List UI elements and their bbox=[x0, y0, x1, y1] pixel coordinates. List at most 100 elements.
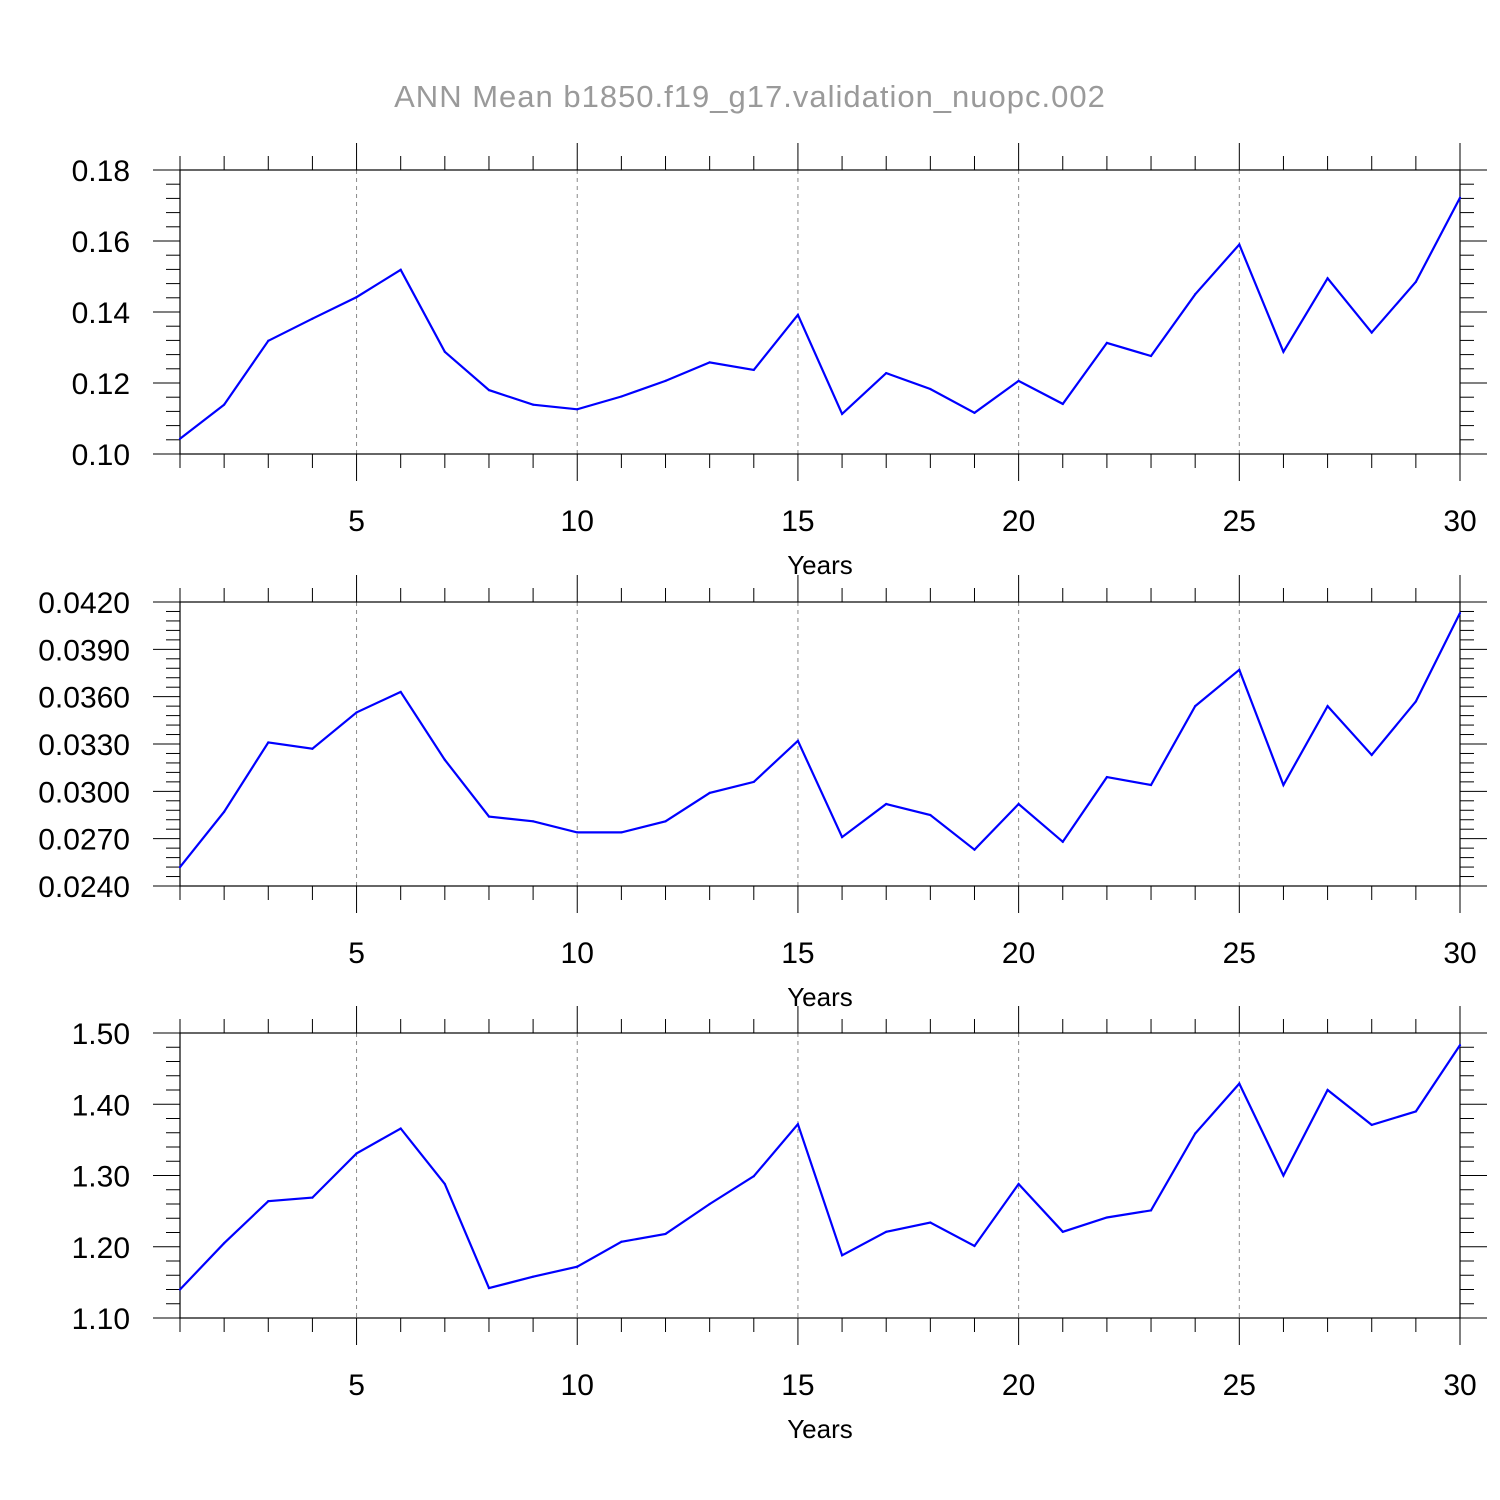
pac-ice-volume-point bbox=[1105, 341, 1108, 344]
pac-ice-volume-point bbox=[840, 412, 844, 415]
pac-ice-volume-point bbox=[796, 313, 800, 316]
pac-ice-area-point bbox=[1414, 1110, 1417, 1113]
pac-ice-area-point bbox=[840, 1254, 844, 1257]
pac-snow-volume-point bbox=[267, 741, 270, 744]
y-tick-label: 1.40 bbox=[72, 1089, 130, 1122]
pac-ice-volume-point bbox=[267, 339, 270, 342]
x-tick-label: 30 bbox=[1443, 505, 1476, 538]
pac-ice-volume-point bbox=[1326, 277, 1329, 280]
pac-snow-volume-point bbox=[1238, 668, 1241, 671]
x-axis-label: Years bbox=[787, 1414, 853, 1444]
pac-snow-volume-point bbox=[1282, 783, 1285, 787]
pac-ice-area-point bbox=[1238, 1082, 1241, 1085]
pac-ice-volume-point bbox=[708, 361, 711, 364]
plot-frame bbox=[179, 1032, 1461, 1319]
y-tick-label: 0.18 bbox=[72, 155, 130, 188]
pac-snow-volume-point bbox=[487, 815, 491, 818]
y-axis-label: Pac Ice Area 1012 m2 bbox=[16, 1055, 48, 1296]
pac-ice-area-point bbox=[178, 1288, 182, 1291]
pac-ice-volume-point bbox=[1017, 379, 1020, 382]
pac-ice-area-point bbox=[311, 1196, 314, 1199]
pac-ice-volume-point bbox=[1458, 196, 1462, 199]
y-tick-label: 0.0360 bbox=[38, 682, 130, 715]
pac-snow-volume-point bbox=[576, 831, 579, 834]
x-tick-label: 15 bbox=[781, 1369, 814, 1402]
pac-ice-area-point bbox=[1458, 1044, 1462, 1047]
y-tick-label: 0.0330 bbox=[38, 729, 130, 762]
x-tick-label: 5 bbox=[348, 1369, 365, 1402]
x-tick-label: 25 bbox=[1223, 937, 1256, 970]
x-tick-label: 10 bbox=[561, 505, 594, 538]
pac-snow-volume-point bbox=[178, 865, 182, 869]
pac-ice-area-point bbox=[223, 1242, 226, 1245]
y-tick-label: 1.10 bbox=[72, 1303, 130, 1336]
pac-ice-volume-point bbox=[973, 411, 976, 414]
y-tick-label: 0.12 bbox=[72, 368, 130, 401]
pac-snow-volume-point bbox=[355, 711, 358, 714]
pac-ice-area-point bbox=[1105, 1216, 1108, 1219]
pac-ice-area-point bbox=[1282, 1174, 1285, 1177]
pac-ice-area-panel: 1.10 1.20 1.30 1.40 1.50 5 10 15 20 25 30 Years Pac … bbox=[16, 1006, 1487, 1444]
pac-ice-volume-series-line bbox=[179, 197, 1461, 440]
pac-ice-volume-point bbox=[885, 371, 888, 375]
x-tick-label: 15 bbox=[781, 505, 814, 538]
pac-ice-area-point bbox=[708, 1202, 711, 1206]
pac-ice-volume-point bbox=[1061, 402, 1064, 406]
pac-ice-area-point bbox=[620, 1240, 623, 1243]
pac-snow-volume-point bbox=[796, 739, 800, 742]
pac-ice-area-point bbox=[1017, 1182, 1020, 1186]
pac-ice-area-point bbox=[929, 1221, 932, 1224]
x-tick-label: 30 bbox=[1443, 1369, 1476, 1402]
pac-snow-volume-point bbox=[311, 747, 314, 750]
pac-ice-area-point bbox=[973, 1244, 976, 1248]
pac-ice-volume-point bbox=[223, 403, 226, 406]
pac-ice-volume-point bbox=[620, 395, 623, 398]
pac-snow-volume-point bbox=[708, 791, 711, 795]
pac-ice-volume-point bbox=[1414, 280, 1417, 283]
pac-snow-volume-point bbox=[1149, 783, 1153, 787]
pac-ice-area-point bbox=[885, 1230, 888, 1233]
pac-snow-volume-point bbox=[1105, 776, 1108, 779]
pac-ice-volume-point bbox=[1370, 331, 1373, 334]
pac-ice-area-point bbox=[1061, 1230, 1064, 1233]
figure-title: ANN Mean b1850.f19_g17.validation_nuopc.… bbox=[394, 79, 1106, 114]
pac-snow-volume-point bbox=[840, 835, 844, 839]
pac-snow-volume-point bbox=[1017, 802, 1020, 806]
x-tick-label: 20 bbox=[1002, 1369, 1035, 1402]
pac-ice-volume-point bbox=[929, 387, 932, 391]
y-tick-label: 0.0390 bbox=[38, 634, 130, 667]
y-tick-label: 0.10 bbox=[72, 439, 130, 472]
x-tick-label: 20 bbox=[1002, 505, 1035, 538]
pac-ice-volume-point bbox=[178, 437, 182, 440]
x-axis-label: Years bbox=[787, 550, 853, 580]
pac-ice-area-point bbox=[355, 1152, 358, 1155]
pac-snow-volume-point bbox=[443, 758, 446, 761]
pac-snow-volume-point bbox=[752, 780, 755, 783]
x-tick-label: 10 bbox=[561, 1369, 594, 1402]
y-tick-label: 1.30 bbox=[72, 1161, 130, 1194]
x-tick-label: 10 bbox=[561, 937, 594, 970]
pac-ice-area-point bbox=[267, 1200, 270, 1203]
pac-ice-area-series-line bbox=[179, 1044, 1461, 1291]
pac-snow-volume-point bbox=[223, 810, 226, 813]
x-tick-label: 5 bbox=[348, 505, 365, 538]
y-tick-label: 0.14 bbox=[72, 297, 130, 330]
pac-ice-volume-point bbox=[399, 268, 402, 271]
pac-ice-area-point bbox=[1194, 1132, 1197, 1135]
pac-ice-area-point bbox=[443, 1182, 446, 1186]
pac-snow-volume-point bbox=[1458, 611, 1462, 615]
x-tick-label: 25 bbox=[1223, 505, 1256, 538]
x-tick-label: 30 bbox=[1443, 937, 1476, 970]
x-tick-label: 5 bbox=[348, 937, 365, 970]
pac-snow-volume-point bbox=[1370, 753, 1373, 757]
pac-ice-volume-point bbox=[576, 408, 579, 411]
pac-snow-volume-point bbox=[1194, 705, 1197, 708]
pac-snow-volume-point bbox=[399, 690, 402, 694]
x-axis-label: Years bbox=[787, 982, 853, 1012]
y-tick-label: 1.50 bbox=[72, 1018, 130, 1051]
pac-snow-volume-panel: 0.0240 0.0270 0.0300 0.0330 0.0360 0.0390 0.04… bbox=[38, 575, 1487, 1012]
y-axis-label: Pac Ice Volume 1013 m3 bbox=[16, 175, 48, 449]
pac-ice-area-point bbox=[1149, 1209, 1153, 1212]
x-tick-label: 20 bbox=[1002, 937, 1035, 970]
